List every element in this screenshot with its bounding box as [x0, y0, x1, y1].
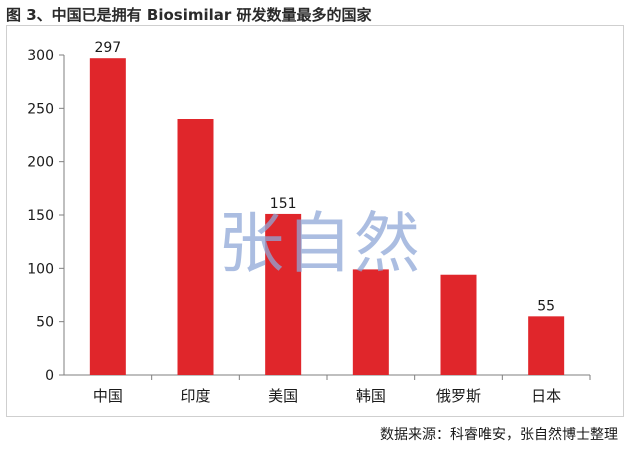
chart-title: 图 3、中国已是拥有 Biosimilar 研发数量最多的国家 [6, 6, 372, 24]
chart-frame [6, 25, 624, 417]
data-label: 151 [270, 196, 297, 212]
x-tick-label: 印度 [180, 387, 210, 405]
x-tick-label: 美国 [268, 387, 298, 405]
y-tick-label: 0 [45, 368, 54, 384]
data-label: 297 [94, 40, 121, 56]
x-tick-label: 中国 [93, 387, 123, 405]
y-tick-label: 50 [36, 315, 54, 331]
x-tick-label: 俄罗斯 [436, 387, 481, 405]
bar [265, 213, 302, 375]
y-tick-label: 250 [27, 101, 54, 117]
x-tick-label: 日本 [531, 387, 561, 405]
x-tick-label: 韩国 [356, 387, 386, 405]
y-tick-label: 200 [27, 155, 54, 171]
data-label: 55 [537, 298, 555, 314]
y-tick-label: 100 [27, 261, 54, 277]
source-note: 数据来源：科睿唯安，张自然博士整理 [380, 427, 618, 443]
y-tick-label: 300 [27, 48, 54, 64]
bar [440, 274, 477, 375]
bar [352, 269, 389, 375]
bar [177, 119, 214, 375]
bar [89, 58, 126, 375]
watermark: 张自然 [218, 205, 422, 282]
y-tick-label: 150 [27, 208, 54, 224]
bar [528, 316, 565, 375]
